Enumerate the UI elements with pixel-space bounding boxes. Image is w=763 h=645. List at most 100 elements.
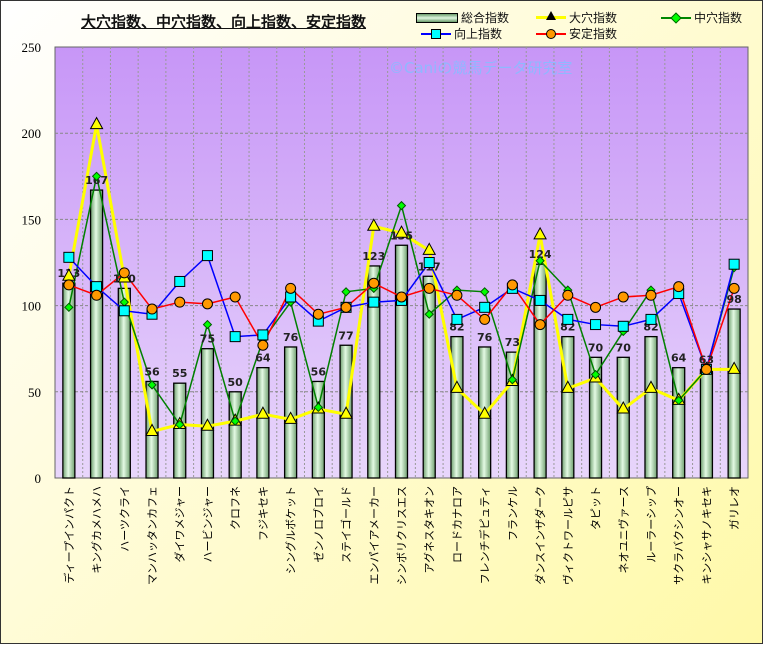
x-tick-label: ルーラーシップ — [645, 486, 658, 563]
point-triangle — [89, 116, 104, 130]
bar — [644, 335, 658, 479]
legend-label: 安定指数 — [569, 27, 618, 41]
x-tick-label: ガリレオ — [728, 486, 741, 530]
x-tick-label: フランケル — [506, 486, 519, 541]
bar — [311, 380, 325, 479]
point-circle — [645, 289, 657, 301]
legend-label: 向上指数 — [454, 27, 503, 41]
x-tick-label: フジキセキ — [257, 486, 270, 541]
point-circle — [118, 267, 130, 279]
legend-item-antei: 安定指数 — [536, 25, 617, 42]
point-square — [534, 294, 546, 306]
point-square — [617, 320, 629, 332]
x-tick-label: ディープインパクト — [62, 486, 76, 584]
bar — [422, 275, 436, 479]
point-circle — [229, 291, 241, 303]
data-label: 76 — [477, 331, 493, 344]
legend-item-total: 総合指数 — [416, 9, 509, 26]
point-square — [201, 250, 213, 262]
x-tick-label: アグネスタキオン — [422, 486, 436, 573]
point-triangle — [339, 406, 353, 419]
data-label: 77 — [338, 329, 353, 342]
legend-item-koujou: 向上指数 — [421, 25, 502, 42]
x-tick-label: ネオユニヴァース — [616, 486, 630, 573]
point-triangle — [366, 218, 381, 231]
point-triangle — [200, 418, 215, 431]
point-circle — [562, 289, 574, 301]
data-label: 56 — [144, 365, 160, 378]
point-triangle — [256, 406, 270, 419]
point-circle — [257, 339, 269, 351]
point-circle — [423, 282, 435, 294]
point-diamond — [341, 287, 351, 297]
data-label: 64 — [255, 352, 271, 365]
y-tick-label: 150 — [22, 212, 42, 227]
point-triangle — [616, 400, 631, 414]
x-tick-label: フレンチデピュティ — [478, 486, 492, 584]
point-square — [590, 319, 602, 331]
y-tick-label: 50 — [28, 385, 41, 400]
point-diamond — [507, 375, 518, 385]
y-tick-label: 200 — [22, 126, 42, 141]
bar — [588, 356, 603, 479]
data-label: 55 — [172, 367, 187, 380]
x-tick-label: シンボリクリスエス — [396, 486, 409, 585]
legend-item-nakaana: 中穴指数 — [661, 9, 742, 26]
point-circle — [590, 301, 602, 313]
x-tick-label: ゼンノロブロイ — [311, 486, 325, 562]
point-circle — [506, 279, 518, 291]
watermark: ©Caniの競馬データ研究室 — [389, 59, 572, 77]
point-circle — [534, 319, 546, 331]
point-circle — [285, 282, 297, 294]
x-tick-label: ダイワメジャー — [173, 486, 187, 562]
point-diamond — [230, 416, 240, 426]
point-triangle — [477, 406, 492, 419]
point-circle — [728, 282, 740, 294]
legend-item-oana: 大穴指数 — [536, 9, 617, 26]
x-tick-label: ロードカナロア — [451, 486, 464, 563]
data-label: 70 — [616, 341, 632, 354]
y-tick-label: 0 — [35, 471, 42, 486]
bar — [505, 351, 520, 479]
data-label: 123 — [362, 250, 385, 263]
bar — [117, 287, 131, 479]
x-tick-label: ハービンジャー — [201, 486, 214, 562]
point-diamond — [202, 319, 213, 330]
x-tick-label: キングカメハメハ — [90, 486, 104, 574]
x-tick-label: サクラバクシンオー — [673, 486, 686, 585]
point-circle — [312, 308, 324, 320]
data-label: 76 — [283, 331, 299, 344]
point-triangle — [450, 380, 464, 393]
point-square — [229, 331, 241, 343]
point-diamond — [590, 369, 601, 380]
point-circle — [368, 277, 380, 289]
point-square — [63, 251, 75, 263]
data-label: 98 — [726, 293, 741, 306]
point-square — [174, 275, 186, 287]
data-label: 63 — [699, 353, 714, 366]
point-circle — [700, 363, 712, 375]
bar — [394, 244, 409, 479]
x-tick-label: ヴィクトワールピサ — [561, 486, 575, 585]
point-triangle — [533, 226, 547, 240]
point-triangle — [560, 380, 575, 393]
data-label: 124 — [529, 248, 552, 261]
data-label: 56 — [311, 365, 327, 378]
point-circle — [340, 301, 352, 313]
data-label: 64 — [671, 352, 687, 365]
x-tick-label: タピット — [590, 486, 603, 530]
point-square — [479, 301, 491, 313]
legend-diamond-line-icon — [661, 11, 691, 24]
point-square — [368, 296, 380, 308]
point-diamond — [396, 200, 407, 211]
y-tick-label: 250 — [22, 40, 42, 55]
point-circle — [91, 289, 103, 301]
bar — [173, 382, 187, 479]
x-tick-label: クロフネ — [229, 486, 242, 530]
point-diamond — [175, 419, 185, 430]
point-square — [257, 329, 269, 341]
bar — [62, 282, 76, 479]
legend-square-line-icon — [421, 28, 451, 39]
point-triangle — [394, 225, 409, 238]
